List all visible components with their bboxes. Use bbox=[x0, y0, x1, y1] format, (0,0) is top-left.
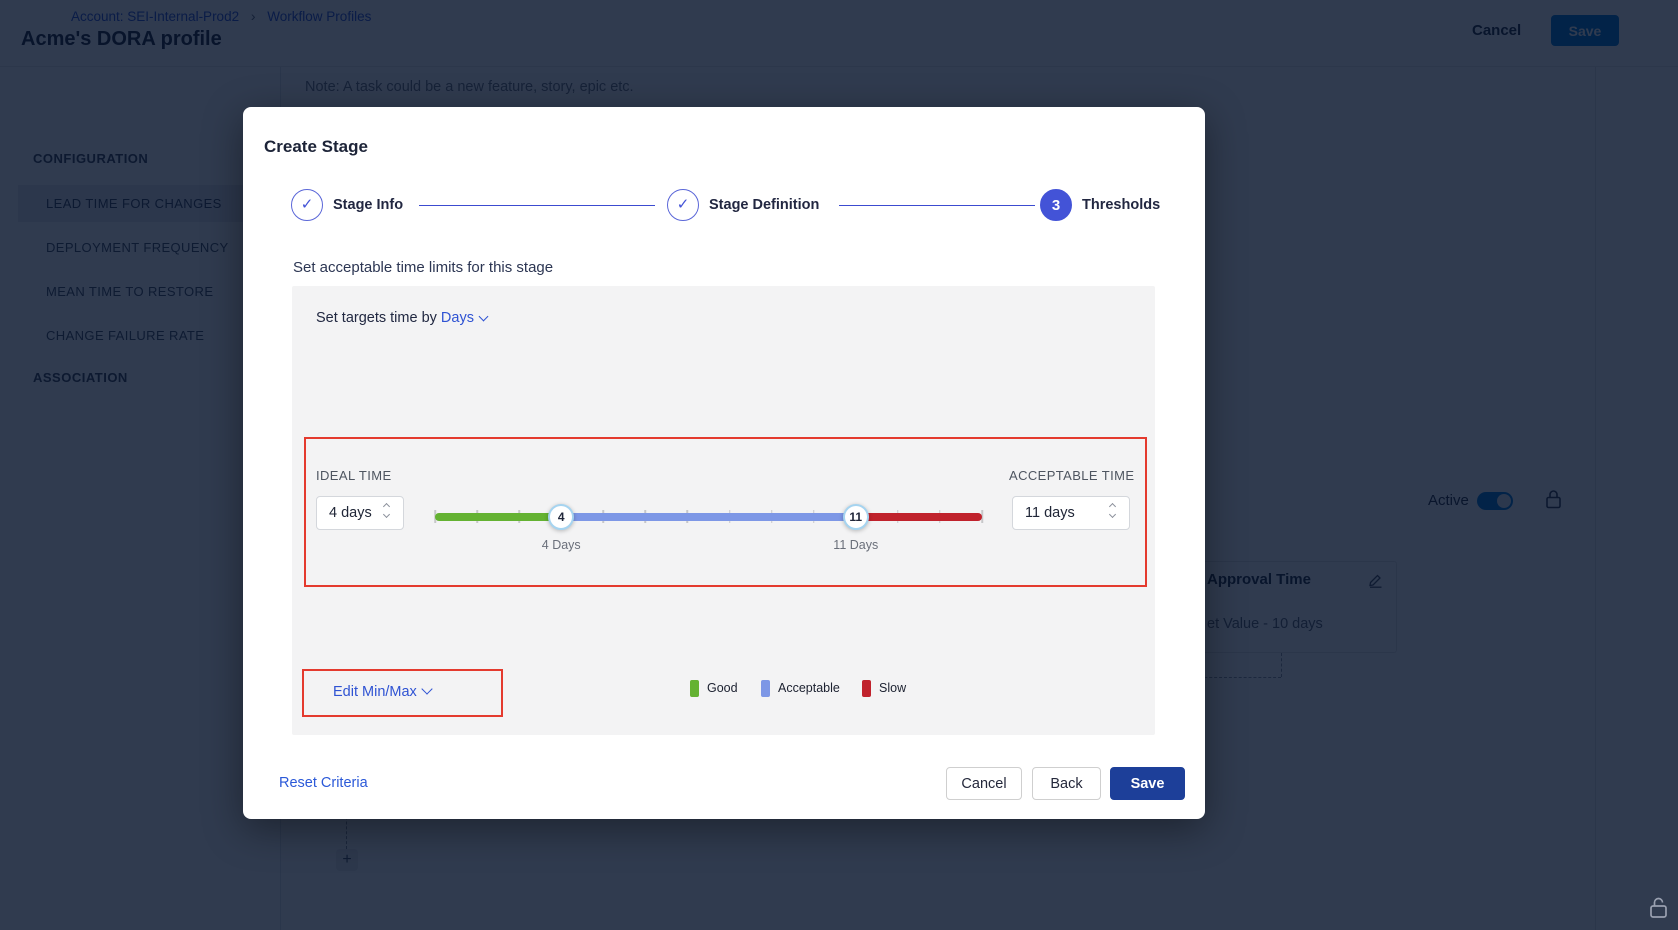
chevron-down-icon bbox=[421, 683, 433, 695]
modal-title: Create Stage bbox=[264, 137, 368, 156]
stepper-arrows-icon[interactable] bbox=[382, 502, 394, 524]
target-time-prefix: Set targets time by bbox=[316, 310, 437, 326]
acceptable-swatch bbox=[761, 680, 770, 697]
reset-criteria-link[interactable]: Reset Criteria bbox=[279, 775, 368, 791]
step-3-label[interactable]: Thresholds bbox=[1082, 197, 1161, 213]
step-2-label[interactable]: Stage Definition bbox=[709, 197, 820, 213]
slow-swatch bbox=[862, 680, 871, 697]
acceptable-handle[interactable]: 11 bbox=[842, 504, 869, 530]
legend-label: Slow bbox=[879, 681, 907, 695]
step-connector-1 bbox=[419, 205, 655, 206]
step-1-label[interactable]: Stage Info bbox=[333, 197, 404, 213]
threshold-slider[interactable]: 4 11 4 Days 11 Days bbox=[434, 504, 983, 552]
ideal-time-input[interactable]: 4 days bbox=[316, 496, 404, 530]
check-icon: ✓ bbox=[676, 196, 690, 213]
slider-segment-slow bbox=[855, 513, 982, 521]
acceptable-time-label: ACCEPTABLE TIME bbox=[1009, 468, 1135, 483]
ideal-axis-label: 4 Days bbox=[541, 538, 581, 552]
modal-back-button[interactable]: Back bbox=[1032, 767, 1101, 800]
legend-label: Good bbox=[707, 681, 738, 695]
modal-save-button[interactable]: Save bbox=[1110, 767, 1185, 800]
slider-tick bbox=[981, 510, 983, 523]
slider-segment-good bbox=[435, 513, 562, 521]
modal-cancel-button[interactable]: Cancel bbox=[946, 767, 1022, 800]
good-swatch bbox=[690, 680, 699, 697]
annotation-box-edit-minmax bbox=[302, 669, 503, 717]
check-icon: ✓ bbox=[300, 196, 314, 213]
legend-label: Acceptable bbox=[778, 681, 840, 695]
edit-minmax-button[interactable]: Edit Min/Max bbox=[333, 683, 433, 700]
ideal-handle[interactable]: 4 bbox=[548, 504, 575, 530]
step-3-circle[interactable]: 3 bbox=[1040, 189, 1072, 221]
annotation-box-thresholds bbox=[304, 437, 1147, 587]
thresholds-panel: Set targets time by Days IDEAL TIME 4 da… bbox=[292, 286, 1155, 735]
step-connector-2 bbox=[839, 205, 1035, 206]
acceptable-time-input[interactable]: 11 days bbox=[1012, 496, 1130, 530]
acceptable-axis-label: 11 Days bbox=[833, 538, 879, 552]
modal-subtitle: Set acceptable time limits for this stag… bbox=[293, 259, 554, 276]
step-2-circle[interactable]: ✓ bbox=[667, 189, 699, 221]
stepper-arrows-icon[interactable] bbox=[1108, 502, 1120, 524]
chevron-down-icon bbox=[478, 311, 489, 322]
threshold-slider-track[interactable] bbox=[435, 513, 982, 521]
slider-segment-acceptable bbox=[561, 513, 856, 521]
ideal-time-label: IDEAL TIME bbox=[316, 468, 392, 483]
target-time-row: Set targets time by Days bbox=[316, 310, 489, 326]
unlock-icon[interactable] bbox=[1648, 896, 1670, 920]
step-1-circle[interactable]: ✓ bbox=[291, 189, 323, 221]
create-stage-modal: Create Stage ✓ Stage Info ✓ Stage Defini… bbox=[243, 107, 1205, 819]
time-unit-dropdown[interactable]: Days bbox=[441, 310, 489, 326]
